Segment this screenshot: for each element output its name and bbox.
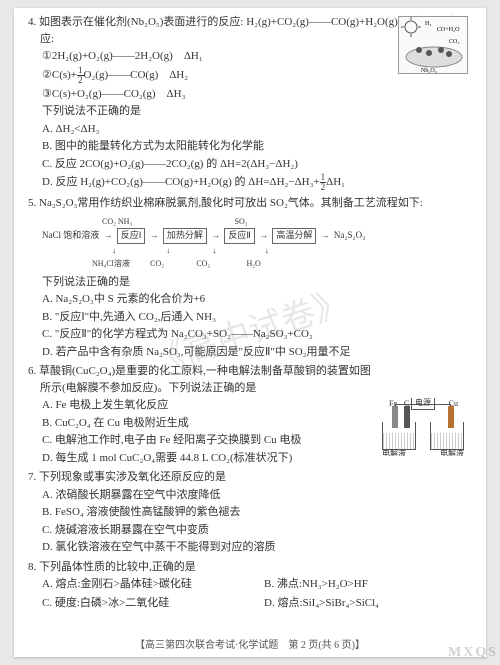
arrow-icon: → [321,229,330,243]
q4-option-a: A. ΔH₂<ΔH₃ [28,121,472,138]
q7-stem: 7. 下列现象或事实涉及氧化还原反应的是 [28,469,472,486]
flow-down-2: CO₂ [150,259,164,268]
q5-lead: 下列说法正确的是 [28,274,472,291]
label-cu: Cu [449,398,458,410]
q4-r2-a: ②C(s)+ [42,69,77,81]
flow-box-heat2: 高温分解 [272,228,316,244]
q8-stem: 8. 下列晶体性质的比较中,正确的是 [28,559,472,576]
q4-d-b: ΔH₁ [326,176,345,188]
q7-option-d: D. 氯化铁溶液在空气中蒸干不能得到对应的溶质 [28,539,472,556]
label-fe: Fe [389,398,397,410]
q5-option-a: A. Na₂S₂O₃中 S 元素的化合价为+6 [28,291,472,308]
q5-option-d: D. 若产品中含有杂质 Na₂SO₃,可能原因是"反应Ⅱ"中 SO₂用量不足 [28,344,472,361]
arrow-icon: → [150,229,159,243]
q4-label-co2: CO₂ [449,39,459,45]
q7-option-a: A. 浓硝酸长期暴露在空气中浓度降低 [28,487,472,504]
q5-option-b: B. "反应Ⅰ"中,先通入 CO₂,后通入 NH₃ [28,309,472,326]
flow-input-top: CO₂ NH₃ [102,217,132,226]
label-elec-r: 电解液 [440,448,464,456]
page: H₂ CO+H₂O Nb₂O₅ CO₂ 4. 如图表示在催化剂(Nb₂O₅)表面… [14,8,486,657]
q4-lead: 下列说法不正确的是 [28,103,472,120]
q4-label-co: CO+H₂O [437,27,460,33]
q5-stem: 5. Na₂S₂O₃常用作纺织业棉麻脱氯剂,酸化时可放出 SO₂气体。其制备工艺… [28,195,472,212]
label-elec-l: 电解液 [382,448,406,456]
q7-option-c: C. 烧碱溶液长期暴露在空气中变质 [28,522,472,539]
arrow-icon: → [211,229,220,243]
q7-option-b: B. FeSO₄ 溶液使酸性高锰酸钾的紫色褪去 [28,504,472,521]
q4-figure: H₂ CO+H₂O Nb₂O₅ CO₂ [398,16,468,74]
flow-box-2: 反应Ⅱ [224,228,254,244]
corner-watermark: MXQS [448,642,498,663]
flow-down-3: CO₂ [196,259,210,268]
question-7: 7. 下列现象或事实涉及氧化还原反应的是 A. 浓硝酸长期暴露在空气中浓度降低 … [28,469,472,556]
q4-label-nb: Nb₂O₅ [421,68,437,74]
question-5: 5. Na₂S₂O₃常用作纺织业棉麻脱氯剂,酸化时可放出 SO₂气体。其制备工艺… [28,195,472,360]
arrow-icon: → [104,229,113,243]
flow-input-so2: SO₂ [235,217,248,226]
flow-box-1: 反应Ⅰ [117,228,146,244]
q5-option-c: C. "反应Ⅱ"的化学方程式为 Na₂CO₃+SO₂——Na₂SO₃+CO₂ [28,326,472,343]
arrow-icon: → [259,229,268,243]
q4-option-b: B. 图中的能量转化方式为太阳能转化为化学能 [28,138,472,155]
flow-output: Na₂S₂O₃ [334,230,365,240]
flow-input-nacl: NaCl 饱和溶液 [42,230,99,240]
q8-option-b: B. 沸点:NH₃>H₂O>HF [250,576,472,593]
flow-box-heat1: 加热分解 [163,228,207,244]
q4-label-h2: H₂ [425,21,431,27]
flow-down-1: NH₄Cl溶液 [92,259,130,268]
q6-figure: 电源 Fe C Cu 电解液 电解液 阳离子交换膜 [378,398,468,456]
q8-option-a: A. 熔点:金刚石>晶体硅>碳化硅 [28,576,250,593]
q5-flowchart: CO₂ NH₃ SO₂ NaCl 饱和溶液 → 反应Ⅰ → 加热分解 → 反应Ⅱ… [28,215,472,271]
page-footer: 【高三第四次联合考试·化学试题 第 2 页(共 6 页)】 [14,638,486,653]
q8-option-d: D. 熔点:SiI₄>SiBr₄>SiCl₄ [250,595,472,612]
q6-stem: 6. 草酸铜(CuC₂O₄)是重要的化工原料,一种电解法制备草酸铜的装置如图所示… [28,363,472,396]
label-c: C [404,398,409,410]
q4-option-c: C. 反应 2CO(g)+O₂(g)——2CO₂(g) 的 ΔH=2(ΔH₃−Δ… [28,156,472,173]
q8-option-c: C. 硬度:白磷>冰>二氧化硅 [28,595,250,612]
flow-down-4: H₂O [246,259,260,268]
q4-option-d: D. 反应 H₂(g)+CO₂(g)——CO(g)+H₂O(g) 的 ΔH=ΔH… [28,173,472,192]
q4-reaction-3: ③C(s)+O₂(g)——CO₂(g) ΔH₃ [28,86,472,103]
q4-d-a: D. 反应 H₂(g)+CO₂(g)——CO(g)+H₂O(g) 的 ΔH=ΔH… [42,176,320,188]
q4-r2-b: O₂(g)——CO(g) ΔH₂ [84,69,189,81]
question-8: 8. 下列晶体性质的比较中,正确的是 A. 熔点:金刚石>晶体硅>碳化硅 B. … [28,559,472,613]
